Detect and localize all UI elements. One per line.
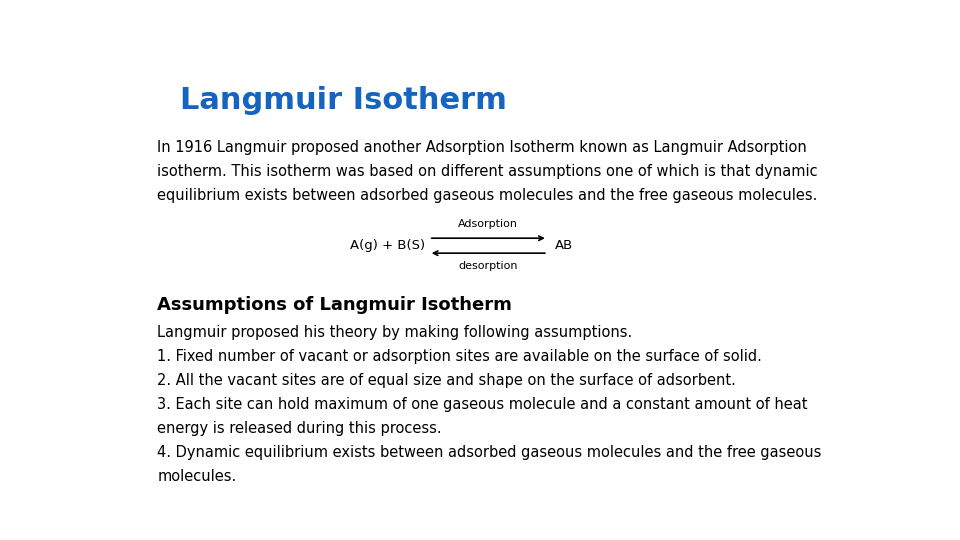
Text: AB: AB: [555, 239, 573, 252]
Text: molecules.: molecules.: [157, 469, 236, 484]
Text: A(g) + B(S): A(g) + B(S): [349, 239, 425, 252]
Text: Assumptions of Langmuir Isotherm: Assumptions of Langmuir Isotherm: [157, 295, 512, 314]
Text: In 1916 Langmuir proposed another Adsorption Isotherm known as Langmuir Adsorpti: In 1916 Langmuir proposed another Adsorp…: [157, 140, 807, 154]
Text: 1. Fixed number of vacant or adsorption sites are available on the surface of so: 1. Fixed number of vacant or adsorption …: [157, 349, 762, 364]
Text: equilibrium exists between adsorbed gaseous molecules and the free gaseous molec: equilibrium exists between adsorbed gase…: [157, 188, 818, 203]
Text: energy is released during this process.: energy is released during this process.: [157, 421, 442, 436]
Text: Langmuir Isotherm: Langmuir Isotherm: [180, 85, 506, 114]
Text: Langmuir proposed his theory by making following assumptions.: Langmuir proposed his theory by making f…: [157, 325, 633, 340]
Text: isotherm. This isotherm was based on different assumptions one of which is that : isotherm. This isotherm was based on dif…: [157, 164, 818, 179]
Text: 3. Each site can hold maximum of one gaseous molecule and a constant amount of h: 3. Each site can hold maximum of one gas…: [157, 397, 807, 412]
Text: 4. Dynamic equilibrium exists between adsorbed gaseous molecules and the free ga: 4. Dynamic equilibrium exists between ad…: [157, 446, 822, 460]
Text: 2. All the vacant sites are of equal size and shape on the surface of adsorbent.: 2. All the vacant sites are of equal siz…: [157, 373, 736, 388]
Text: desorption: desorption: [459, 261, 518, 271]
Text: Adsorption: Adsorption: [458, 219, 518, 229]
